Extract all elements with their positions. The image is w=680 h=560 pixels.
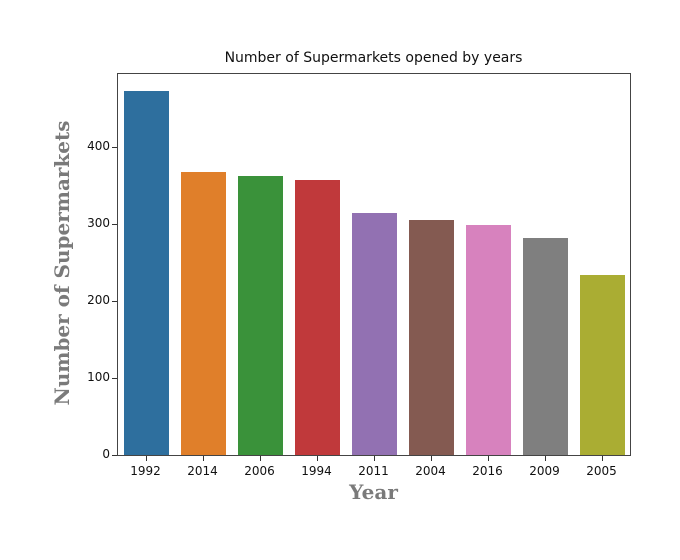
bar-2006 bbox=[238, 176, 283, 455]
bar-2014 bbox=[181, 172, 226, 455]
x-tick-mark bbox=[430, 456, 432, 461]
y-tick-mark bbox=[112, 301, 117, 302]
chart-title: Number of Supermarkets opened by years bbox=[224, 50, 523, 66]
x-tick-mark bbox=[259, 456, 261, 461]
x-tick-mark bbox=[202, 456, 204, 461]
x-tick-label: 2014 bbox=[187, 464, 218, 478]
x-tick-label: 1994 bbox=[301, 464, 332, 478]
bar-2011 bbox=[352, 213, 397, 455]
bar-2004 bbox=[409, 220, 454, 455]
x-tick-mark bbox=[487, 456, 489, 461]
x-tick-label: 2004 bbox=[415, 464, 446, 478]
x-tick-mark bbox=[601, 456, 603, 461]
y-tick-mark bbox=[112, 378, 117, 379]
x-tick-label: 2009 bbox=[529, 464, 560, 478]
y-tick-label: 400 bbox=[87, 139, 110, 153]
x-tick-label: 2011 bbox=[358, 464, 389, 478]
x-tick-mark bbox=[145, 456, 147, 461]
bar-1994 bbox=[295, 180, 340, 455]
plot-area bbox=[117, 73, 631, 456]
x-tick-label: 2005 bbox=[586, 464, 617, 478]
y-tick-label: 100 bbox=[87, 370, 110, 384]
x-tick-mark bbox=[316, 456, 318, 461]
x-tick-label: 1992 bbox=[130, 464, 161, 478]
y-tick-label: 200 bbox=[87, 293, 110, 307]
x-tick-label: 2006 bbox=[244, 464, 275, 478]
y-axis-label: Number of Supermarkets bbox=[50, 120, 74, 406]
y-tick-mark bbox=[112, 147, 117, 148]
x-tick-label: 2016 bbox=[472, 464, 503, 478]
y-tick-mark bbox=[112, 455, 117, 456]
y-tick-label: 300 bbox=[87, 216, 110, 230]
x-tick-mark bbox=[544, 456, 546, 461]
y-tick-label: 0 bbox=[102, 447, 110, 461]
x-axis-label: Year bbox=[349, 480, 398, 504]
bar-2005 bbox=[580, 274, 625, 455]
bar-2009 bbox=[523, 237, 568, 455]
bar-2016 bbox=[466, 224, 511, 455]
x-tick-mark bbox=[373, 456, 375, 461]
y-tick-mark bbox=[112, 224, 117, 225]
bar-1992 bbox=[124, 90, 169, 455]
